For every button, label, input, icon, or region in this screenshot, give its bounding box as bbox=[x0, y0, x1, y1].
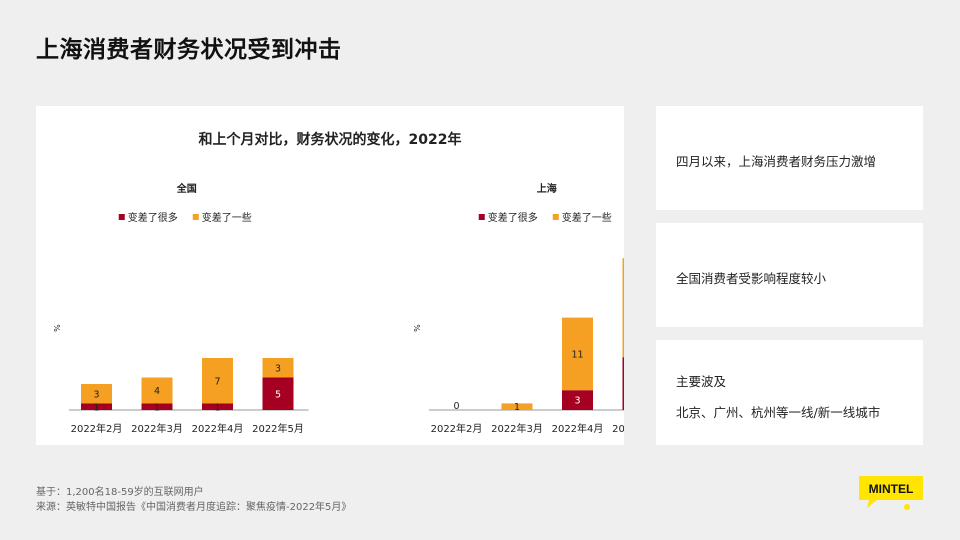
insight-title-3: 主要波及 bbox=[676, 374, 727, 389]
x-tick-label: 2022年4月 bbox=[552, 422, 604, 435]
insight-card-1: 四月以来，上海消费者财务压力激增 bbox=[656, 106, 923, 210]
bar-segment bbox=[202, 403, 233, 410]
bar-segment bbox=[202, 358, 233, 404]
x-tick-label: 2022年5月 bbox=[252, 422, 304, 435]
chart-panel: 和上个月对比，财务状况的变化，2022年 全国变差了很多 变差了一些% 1 3 2022… bbox=[36, 106, 624, 445]
logo-text: MINTEL bbox=[869, 482, 914, 496]
x-tick-label: 2022年2月 bbox=[431, 422, 483, 435]
x-tick-label: 2022年3月 bbox=[491, 422, 543, 435]
insight-text-2: 全国消费者受影响程度较小 bbox=[676, 271, 827, 286]
y-axis-label: % bbox=[413, 324, 422, 332]
panel-subtitle: 上海 bbox=[537, 182, 557, 195]
data-label: 5 bbox=[275, 389, 281, 400]
bar-segment bbox=[81, 384, 112, 404]
data-label: 3 bbox=[275, 363, 281, 374]
bar-segment bbox=[562, 317, 593, 391]
data-label: 4 bbox=[154, 386, 160, 397]
mintel-logo: MINTEL bbox=[859, 476, 923, 510]
data-label: 1 bbox=[214, 402, 220, 413]
legend-swatch bbox=[478, 214, 485, 220]
legend-swatch bbox=[552, 214, 559, 220]
data-label: 3 bbox=[574, 396, 580, 407]
x-tick-label: 2022年5月 bbox=[612, 422, 624, 435]
bar-segment bbox=[262, 377, 294, 410]
legend-label: 变差了一些 bbox=[562, 211, 612, 224]
bar-segment bbox=[141, 403, 173, 410]
x-tick-label: 2022年2月 bbox=[71, 422, 123, 435]
bar-segment bbox=[141, 377, 173, 404]
bar-segment bbox=[501, 403, 533, 410]
insight-card-2: 全国消费者受影响程度较小 bbox=[656, 223, 923, 327]
chart-title: 和上个月对比，财务状况的变化，2022年 bbox=[198, 132, 462, 148]
x-tick-label: 2022年3月 bbox=[131, 422, 183, 435]
insight-text-1: 四月以来，上海消费者财务压力激增 bbox=[676, 154, 877, 169]
legend-label: 变差了很多 bbox=[128, 211, 178, 224]
bar-segment bbox=[562, 390, 593, 410]
footnote-base: 基于：1,200名18-59岁的互联网用户 bbox=[36, 487, 204, 498]
data-label: 7 bbox=[214, 376, 220, 387]
data-label: 11 bbox=[571, 349, 583, 360]
insight-card-3: 主要波及 北京、广州、杭州等一线/新一线城市 bbox=[656, 340, 923, 445]
footnote-source: 来源：英敏特中国报告《中国消费者月度追踪：聚焦疫情-2022年5月》 bbox=[36, 502, 352, 513]
data-label: 1 bbox=[514, 402, 520, 413]
legend-label: 变差了很多 bbox=[488, 211, 538, 224]
data-label: 3 bbox=[93, 389, 99, 400]
data-label: 0 bbox=[453, 401, 459, 412]
y-axis-label: % bbox=[53, 324, 62, 332]
bar-segment bbox=[622, 258, 624, 358]
legend-swatch bbox=[118, 214, 125, 220]
bar-segment bbox=[81, 403, 112, 410]
panel-subtitle: 全国 bbox=[176, 182, 197, 195]
insight-text-3: 北京、广州、杭州等一线/新一线城市 bbox=[676, 405, 881, 420]
bar-segment bbox=[622, 357, 624, 410]
data-label: 1 bbox=[154, 402, 160, 413]
legend-swatch bbox=[192, 214, 199, 220]
legend-label: 变差了一些 bbox=[202, 211, 252, 224]
bar-segment bbox=[262, 358, 294, 378]
data-label: 1 bbox=[93, 402, 99, 413]
x-tick-label: 2022年4月 bbox=[192, 422, 244, 435]
page-title: 上海消费者财务状况受到冲击 bbox=[36, 37, 342, 63]
